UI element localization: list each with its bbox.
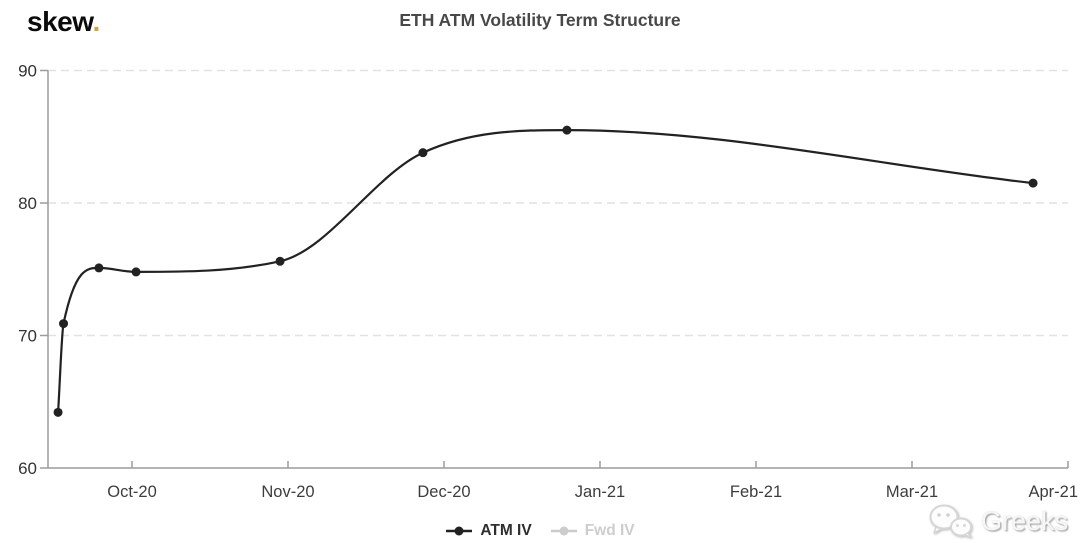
x-tick-label-Feb-21: Feb-21 [730,483,782,501]
data-point-atm-iv-0[interactable] [53,407,63,417]
axes [40,69,1069,469]
legend-item-fwd-iv[interactable]: Fwd IV [550,522,635,540]
data-point-atm-iv-1[interactable] [59,319,69,329]
axis-tick-labels: 60 70 80 90 Oct-20 Nov-20 Dec-20 Jan-21 Feb-21 Ma… [18,62,1078,502]
chart-legend: ATM IV Fwd IV [0,522,1080,540]
gridlines [48,69,1068,337]
data-point-atm-iv-5[interactable] [418,148,428,158]
legend-marker-fwd-iv [550,526,577,536]
y-tick-label-80: 80 [18,194,37,213]
brand-logo-dot: . [92,6,100,37]
series-line-atm-iv [57,128,1035,414]
brand-logo-text: skew [27,6,93,37]
x-tick-label-Dec-20: Dec-20 [417,483,470,501]
brand-logo: skew. [27,6,100,38]
watermark-text: Greeks [980,505,1068,536]
data-point-atm-iv-6[interactable] [562,125,572,135]
legend-item-atm-iv[interactable]: ATM IV [445,522,532,540]
data-point-atm-iv-7[interactable] [1028,178,1038,188]
legend-label-atm-iv: ATM IV [480,522,532,539]
x-tick-label-Nov-20: Nov-20 [261,483,314,501]
y-tick-label-70: 70 [18,327,37,346]
data-point-atm-iv-4[interactable] [275,256,285,266]
x-tick-label-Mar-21: Mar-21 [886,483,938,501]
wechat-icon [929,504,972,538]
x-tick-label-Apr-21: Apr-21 [1028,483,1078,501]
x-tick-label-Oct-20: Oct-20 [107,483,157,501]
x-tick-label-Jan-21: Jan-21 [575,483,625,501]
legend-marker-atm-iv [446,526,473,536]
series-atm-iv [53,125,1038,417]
data-point-atm-iv-2[interactable] [94,263,104,273]
watermark: Greeks [928,503,1068,539]
y-tick-label-90: 90 [18,62,37,81]
y-tick-label-60: 60 [18,459,37,478]
data-point-atm-iv-3[interactable] [131,267,141,277]
legend-label-fwd-iv: Fwd IV [584,522,635,539]
chart-title: ETH ATM Volatility Term Structure [399,10,681,30]
